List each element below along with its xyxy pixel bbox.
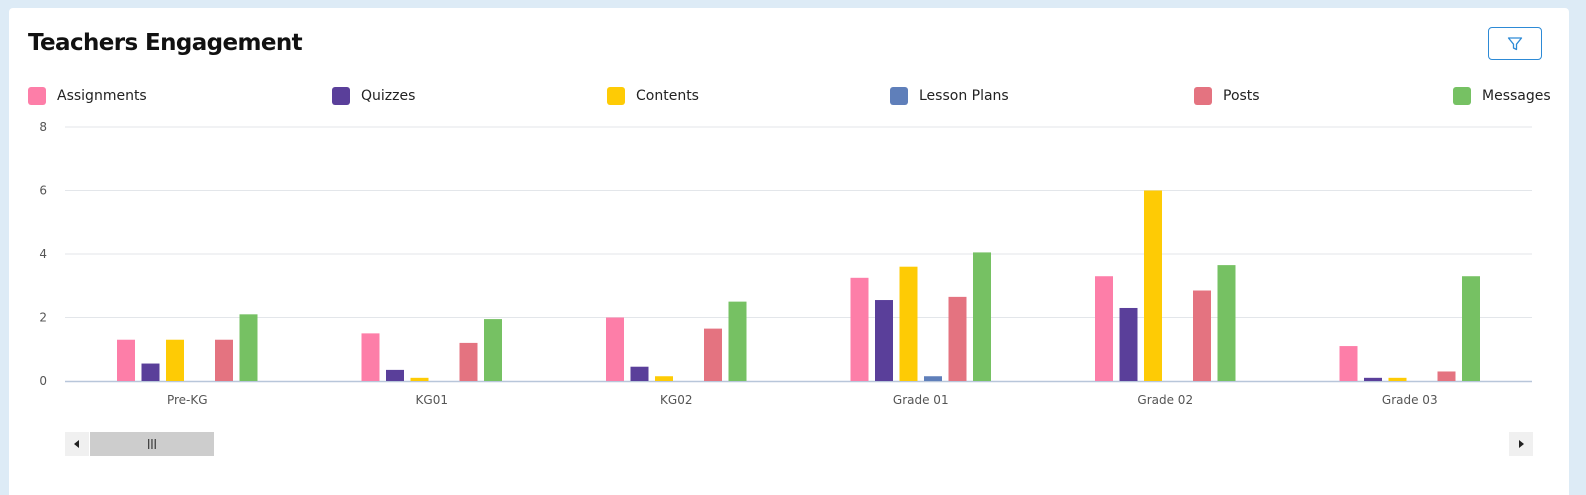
bar-posts[interactable]	[948, 296, 967, 381]
y-tick-label: 6	[39, 184, 47, 198]
legend-swatch	[1453, 87, 1471, 105]
legend-label: Messages	[1482, 88, 1551, 104]
bar-quizzes[interactable]	[141, 363, 160, 381]
bar-posts[interactable]	[704, 328, 722, 381]
bar-assignments[interactable]	[850, 277, 869, 381]
horizontal-scrollbar[interactable]	[65, 432, 1533, 456]
bar-posts[interactable]	[459, 342, 478, 381]
bar-assignments[interactable]	[1339, 346, 1358, 381]
y-tick-label: 0	[39, 374, 47, 388]
arrow-left-icon	[74, 440, 79, 448]
scroll-left-button[interactable]	[65, 432, 89, 456]
bar-messages[interactable]	[728, 301, 747, 381]
legend-item-contents[interactable]: Contents	[607, 87, 699, 105]
filter-button[interactable]	[1488, 27, 1542, 60]
bar-posts[interactable]	[215, 339, 233, 381]
legend-label: Assignments	[57, 88, 147, 104]
legend-label: Contents	[636, 88, 699, 104]
bar-messages[interactable]	[1217, 265, 1236, 381]
y-tick-label: 4	[39, 247, 47, 261]
grip-icon	[148, 439, 156, 449]
bar-quizzes[interactable]	[875, 300, 893, 381]
legend-item-messages[interactable]: Messages	[1453, 87, 1551, 105]
legend-swatch	[332, 87, 350, 105]
bar-assignments[interactable]	[117, 339, 135, 381]
bar-assignments[interactable]	[1095, 276, 1113, 381]
x-tick-label: KG01	[416, 393, 448, 407]
bar-contents[interactable]	[1144, 190, 1162, 382]
bar-chart: 0 2 4 6 8 Pre-KG KG01 KG02 Grade 01 Grade 02 Grade…	[39, 120, 1532, 407]
y-tick-label: 8	[39, 120, 47, 134]
legend-item-assignments[interactable]: Assignments	[28, 87, 147, 105]
bar-quizzes[interactable]	[386, 369, 404, 381]
bar-posts[interactable]	[1193, 290, 1211, 381]
bar-messages[interactable]	[484, 319, 502, 381]
arrow-right-icon	[1519, 440, 1524, 448]
x-tick-label: Grade 03	[1382, 393, 1438, 407]
bar-lesson-plans[interactable]	[924, 376, 942, 381]
x-tick-label: KG02	[660, 393, 692, 407]
bar-quizzes[interactable]	[1364, 377, 1382, 381]
legend-swatch	[890, 87, 908, 105]
legend-swatch	[607, 87, 625, 105]
bar-messages[interactable]	[973, 252, 991, 381]
bar-assignments[interactable]	[606, 317, 624, 382]
bar-contents[interactable]	[1388, 377, 1407, 381]
scroll-right-button[interactable]	[1509, 432, 1533, 456]
bar-posts[interactable]	[1437, 371, 1456, 381]
x-tick-label: Grade 02	[1137, 393, 1193, 407]
bar-quizzes[interactable]	[630, 366, 649, 381]
x-tick-label: Pre-KG	[167, 393, 208, 407]
legend-item-posts[interactable]: Posts	[1194, 87, 1260, 105]
bar-contents[interactable]	[899, 266, 918, 381]
bar-contents[interactable]	[166, 339, 184, 381]
legend-label: Posts	[1223, 88, 1260, 104]
legend-item-quizzes[interactable]: Quizzes	[332, 87, 415, 105]
bar-assignments[interactable]	[361, 333, 380, 381]
chart-title: Teachers Engagement	[28, 30, 303, 56]
bar-messages[interactable]	[239, 314, 258, 381]
bar-quizzes[interactable]	[1119, 307, 1138, 381]
filter-icon	[1507, 36, 1523, 50]
legend-swatch	[28, 87, 46, 105]
legend-label: Quizzes	[361, 88, 416, 104]
chart-card: Teachers Engagement Assignments Quizzes Co…	[9, 8, 1569, 495]
bar-contents[interactable]	[655, 376, 673, 381]
bar-contents[interactable]	[410, 377, 429, 381]
legend-label: Lesson Plans	[919, 88, 1009, 104]
y-tick-label: 2	[39, 311, 47, 325]
scrollbar-thumb[interactable]	[90, 432, 214, 456]
legend-swatch	[1194, 87, 1212, 105]
bar-messages[interactable]	[1462, 276, 1480, 381]
x-tick-label: Grade 01	[893, 393, 949, 407]
legend-item-lesson-plans[interactable]: Lesson Plans	[890, 87, 1009, 105]
